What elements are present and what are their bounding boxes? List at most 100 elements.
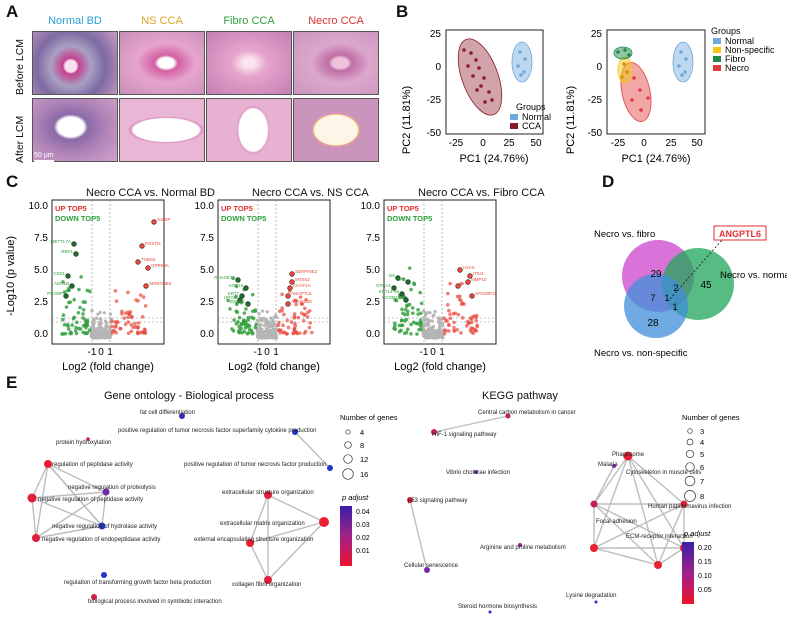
volcano-point-up	[142, 327, 147, 332]
volcano-point-up	[134, 298, 138, 302]
volcano-point-up	[280, 306, 284, 310]
kegg-size-legend-circle	[684, 490, 696, 502]
volcano-point-ns	[271, 329, 275, 333]
volcano-point-up	[474, 315, 478, 320]
volcano-point-ns	[260, 327, 264, 331]
kegg-label: Malaria	[598, 462, 618, 468]
volcano-top-up-label: H2AX	[463, 265, 475, 270]
volcano-point-down	[400, 318, 404, 323]
go-label: extracellular structure organization	[222, 490, 314, 496]
volcano-point-down	[251, 316, 256, 321]
volcano-point-ns	[274, 333, 278, 337]
go-node	[86, 437, 90, 441]
pca-right-legend-normal: Normal	[725, 36, 754, 46]
volcano-point-up	[123, 322, 128, 327]
volcano-point-down	[62, 290, 67, 294]
volcano-point-down	[78, 327, 83, 331]
volcano-point-up	[279, 328, 283, 333]
volcano-point-ns	[95, 332, 99, 336]
volcano-top-up-point	[289, 279, 295, 285]
volcano-point-down	[415, 332, 419, 336]
histology-tile-normal-after	[32, 98, 118, 162]
volcano-top-down-label: NS	[389, 273, 395, 278]
volcano-xtick: 0	[98, 347, 104, 358]
volcano-point-up	[143, 330, 147, 335]
volcano-point-ns	[427, 318, 432, 323]
volcano-point-ns	[258, 325, 262, 329]
panel-a-label: A	[6, 2, 19, 21]
volcano-top-down-label: ADH1B	[54, 281, 69, 286]
pca-right-frame	[606, 29, 706, 135]
volcano-point-down	[61, 313, 66, 318]
kegg-node	[590, 500, 598, 508]
volcano-point-up	[442, 328, 447, 332]
volcano-point-down	[68, 300, 73, 304]
volcano-point-up	[296, 315, 300, 320]
volcano-point-down	[237, 324, 242, 329]
volcano-point-down	[400, 323, 405, 328]
volcano-point-ns	[268, 324, 272, 328]
volcano-point-down	[405, 303, 410, 307]
pca-left-ytick: 25	[430, 29, 442, 40]
volcano-point-down	[247, 324, 252, 328]
volcano-frame	[383, 199, 497, 345]
panel-c-label: C	[6, 172, 19, 191]
volcano-xtick: 1	[107, 347, 113, 358]
volcano-point-ns	[270, 336, 275, 340]
kegg-size-legend-value: 3	[700, 427, 704, 436]
volcano-top-up-label: GPR63A	[151, 263, 169, 268]
volcano-point-up	[305, 315, 310, 319]
volcano-point-down	[72, 315, 77, 320]
volcano-point-up	[292, 312, 297, 316]
kegg-node	[424, 567, 430, 573]
volcano-top-up-point	[469, 293, 475, 299]
volcano-point-down	[403, 307, 408, 312]
volcano-point-up	[292, 328, 297, 333]
kegg-size-legend-value: 7	[700, 477, 704, 486]
volcano-point-up	[298, 295, 303, 299]
pca-left-xtick: 0	[480, 138, 486, 149]
volcano-point-ns	[422, 318, 426, 322]
kegg-size-legend-title: Number of genes	[682, 413, 740, 422]
go-size-legend-value: 8	[360, 441, 364, 450]
volcano-point-down	[418, 320, 422, 325]
volcano-point-ns	[422, 309, 426, 313]
volcano-point-ns	[92, 319, 96, 323]
volcano-point-ns	[432, 331, 436, 335]
go-size-legend-value: 16	[360, 470, 368, 479]
volcano-point-up	[280, 292, 284, 297]
kegg-label: Vibrio cholerae infection	[446, 470, 510, 476]
kegg-label: Focal adhesion	[596, 519, 637, 525]
go-label: positive regulation of tumor necrosis fa…	[118, 428, 316, 434]
volcano-point-up	[442, 316, 446, 320]
volcano-point-up	[114, 324, 118, 328]
go-node	[264, 491, 272, 499]
volcano-point-up	[285, 318, 290, 323]
volcano-point-down	[64, 305, 69, 309]
volcano-point-up	[448, 281, 452, 286]
volcano-top-up-point	[465, 279, 471, 285]
pca-right-xtick: 0	[641, 138, 647, 149]
volcano-point-up	[129, 314, 134, 319]
volcano-top-up-label: NT5	[461, 281, 470, 286]
volcano-point-up	[126, 331, 131, 336]
go-label: negative regulation of hydrolase activit…	[52, 524, 157, 530]
volcano-point-down	[410, 306, 415, 310]
volcano-point-up	[128, 310, 133, 314]
volcano-xlabel: Log2 (fold change)	[394, 361, 486, 373]
volcano-ytick: 5.0	[366, 265, 380, 276]
volcano-point-ns	[432, 313, 436, 317]
volcano-title-3: Necro CCA vs. Fibro CCA	[418, 187, 545, 199]
volcano-point-ns	[270, 318, 275, 322]
volcano-down-legend: DOWN TOP5	[221, 214, 266, 223]
go-label: positive regulation of tumor necrosis fa…	[184, 462, 326, 468]
go-label: negative regulation of endopeptidase act…	[42, 537, 160, 543]
volcano-ytick: 7.5	[34, 233, 48, 244]
volcano-point-ns	[267, 334, 271, 338]
kegg-label: Central carbon metabolism in cancer	[478, 410, 576, 416]
pca-left-legend-normal: Normal	[522, 112, 551, 122]
volcano-point-ns	[424, 332, 428, 337]
venn-callout-box	[713, 225, 767, 241]
volcano-point-up	[113, 288, 118, 293]
